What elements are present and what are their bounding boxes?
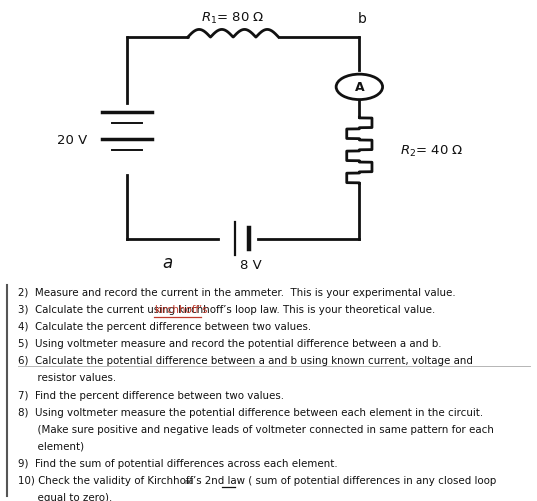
Text: 3)  Calculate the current using kirchhoff’s loop law. This is your theoretical v: 3) Calculate the current using kirchhoff…: [18, 305, 436, 315]
Text: 8)  Using voltmeter measure the potential difference between each element in the: 8) Using voltmeter measure the potential…: [18, 407, 483, 417]
Text: a: a: [162, 254, 173, 272]
Text: 7)  Find the percent difference between two values.: 7) Find the percent difference between t…: [18, 390, 284, 400]
Text: 8 V: 8 V: [240, 259, 262, 272]
Text: b: b: [358, 12, 366, 26]
Text: equal to zero).: equal to zero).: [18, 492, 112, 501]
Text: resistor values.: resistor values.: [18, 373, 116, 383]
Text: 4)  Calculate the percent difference between two values.: 4) Calculate the percent difference betw…: [18, 322, 311, 332]
Text: 6)  Calculate the potential difference between a and b using known current, volt: 6) Calculate the potential difference be…: [18, 356, 473, 366]
Circle shape: [336, 75, 382, 100]
Text: A: A: [354, 81, 364, 94]
Text: 9)  Find the sum of potential differences across each element.: 9) Find the sum of potential differences…: [18, 458, 338, 468]
Text: $R_2$= 40 Ω: $R_2$= 40 Ω: [400, 143, 463, 159]
Text: 2)  Measure and record the current in the ammeter.  This is your experimental va: 2) Measure and record the current in the…: [18, 288, 455, 298]
Text: kirchhoff’s: kirchhoff’s: [154, 305, 207, 315]
Text: (Make sure positive and negative leads of voltmeter connected in same pattern fo: (Make sure positive and negative leads o…: [18, 424, 494, 434]
Text: element): element): [18, 441, 84, 451]
Text: $R_1$= 80 Ω: $R_1$= 80 Ω: [201, 11, 265, 27]
Text: nd: nd: [184, 478, 193, 484]
Text: 20 V: 20 V: [56, 134, 87, 146]
Text: 5)  Using voltmeter measure and record the potential difference between a and b.: 5) Using voltmeter measure and record th…: [18, 339, 441, 349]
Text: 10) Check the validity of Kirchhoff’s 2nd law ( sum of potential differences in : 10) Check the validity of Kirchhoff’s 2n…: [18, 475, 496, 485]
